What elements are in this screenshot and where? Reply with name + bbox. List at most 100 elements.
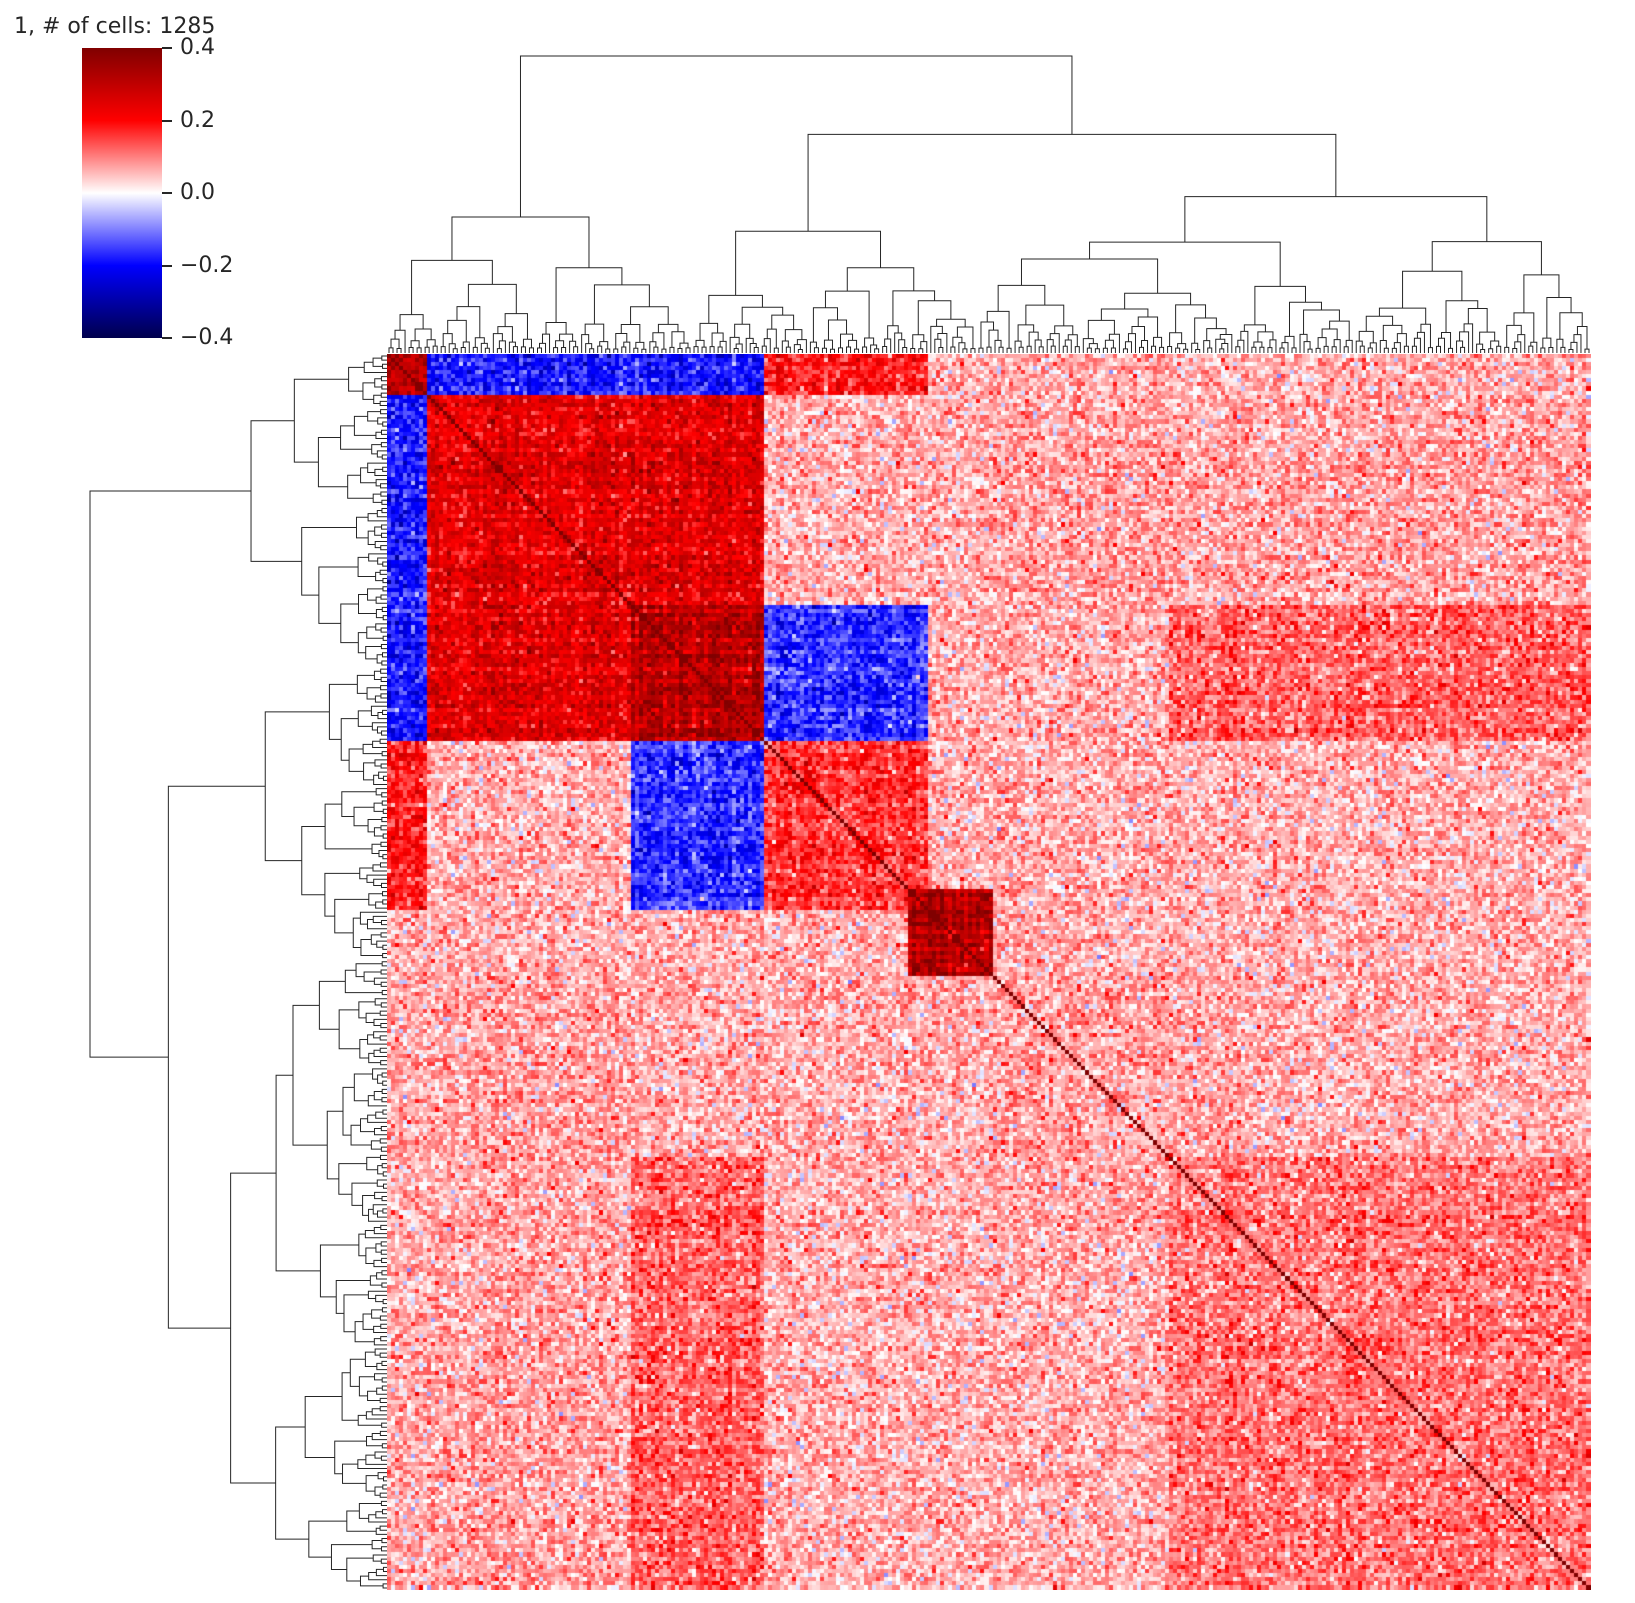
row-dendrogram-link — [365, 646, 382, 660]
row-dendrogram-link — [380, 763, 387, 769]
column-dendrogram-link — [1175, 347, 1181, 353]
row-dendrogram-link — [367, 1114, 387, 1123]
column-dendrogram-link — [970, 348, 976, 353]
row-dendrogram-link — [383, 1183, 387, 1189]
row-dendrogram-link — [379, 1138, 387, 1144]
row-dendrogram-link — [358, 1001, 376, 1019]
row-dendrogram-link — [359, 1038, 369, 1059]
row-dendrogram-link — [371, 722, 387, 731]
column-dendrogram-link — [408, 346, 414, 353]
column-dendrogram-link — [894, 332, 903, 353]
row-dendrogram-link — [380, 1500, 387, 1507]
row-dendrogram-link — [367, 588, 383, 601]
column-dendrogram-link — [1175, 304, 1207, 333]
row-dendrogram-link — [376, 1362, 387, 1371]
column-dendrogram-link — [1203, 340, 1211, 353]
row-dendrogram-link — [368, 1052, 381, 1064]
column-dendrogram-link — [936, 318, 966, 327]
column-dendrogram-link — [1206, 328, 1227, 341]
row-dendrogram-link — [380, 627, 387, 633]
row-dendrogram-link — [360, 1118, 375, 1133]
column-dendrogram-link — [1369, 342, 1377, 353]
row-dendrogram-link — [381, 1163, 387, 1169]
column-dendrogram-link — [1194, 317, 1217, 344]
row-dendrogram-link — [89, 490, 252, 1058]
column-dendrogram-link — [1038, 346, 1044, 353]
column-dendrogram-link — [699, 322, 719, 341]
row-dendrogram-link — [382, 1080, 387, 1086]
column-dendrogram-link — [827, 319, 848, 341]
row-dendrogram-link — [381, 817, 387, 823]
column-dendrogram-link — [426, 339, 436, 348]
column-dendrogram-link — [910, 348, 916, 353]
row-dendrogram-link — [382, 1208, 387, 1214]
column-dendrogram-link — [480, 342, 488, 353]
column-dendrogram-link — [1559, 312, 1583, 340]
column-dendrogram-link — [652, 332, 665, 350]
column-dendrogram-link — [581, 334, 590, 353]
row-dendrogram-link — [373, 394, 382, 404]
row-dendrogram-link — [353, 806, 375, 827]
column-dendrogram-link — [1321, 328, 1338, 340]
row-dendrogram-link — [338, 1009, 360, 1050]
column-dendrogram-link — [741, 306, 784, 325]
row-dendrogram-link — [374, 998, 387, 1006]
row-dendrogram-link — [381, 1443, 387, 1449]
column-dendrogram-link — [701, 346, 707, 353]
row-dendrogram-link — [380, 1241, 387, 1247]
column-dendrogram-link — [1240, 330, 1249, 353]
column-dendrogram-link — [1448, 347, 1454, 353]
column-dendrogram-link — [641, 348, 647, 353]
column-dendrogram-link — [1420, 323, 1431, 348]
column-dendrogram-link — [522, 338, 532, 348]
row-dendrogram-link — [380, 1126, 387, 1132]
column-dendrogram-link — [1345, 339, 1353, 353]
column-dendrogram-link — [1235, 346, 1241, 353]
row-dendrogram-link — [374, 1191, 387, 1200]
column-dendrogram-link — [1026, 345, 1032, 353]
row-dendrogram-link — [380, 643, 387, 650]
column-dendrogram-link — [1102, 347, 1108, 353]
column-dendrogram-link — [1191, 342, 1199, 353]
column-dendrogram-link — [812, 307, 838, 343]
column-dendrogram-link — [1064, 339, 1072, 353]
row-dendrogram-link — [380, 1002, 387, 1008]
row-dendrogram-link — [374, 759, 387, 767]
row-dendrogram-link — [367, 1290, 387, 1300]
column-dendrogram-link — [892, 290, 936, 326]
column-dendrogram-link — [771, 314, 795, 330]
column-dendrogram-link — [447, 319, 467, 342]
colorbar-tick-0 — [162, 47, 172, 49]
column-dendrogram-link — [1006, 347, 1012, 353]
row-dendrogram-link — [380, 1023, 387, 1029]
row-dendrogram-link — [335, 1279, 371, 1314]
column-dendrogram-link — [555, 340, 565, 348]
column-dendrogram-link — [399, 314, 424, 331]
row-dendrogram-link — [366, 874, 387, 883]
row-dendrogram-link — [341, 791, 377, 817]
row-dendrogram-link — [366, 687, 381, 700]
column-dendrogram-link — [1089, 241, 1281, 287]
row-dendrogram-link — [382, 635, 387, 641]
column-dendrogram-link — [934, 338, 942, 353]
row-dendrogram-link — [382, 899, 387, 905]
column-dendrogram-link — [1299, 333, 1308, 353]
column-dendrogram-link — [679, 342, 689, 349]
row-dendrogram-link — [377, 711, 387, 720]
column-dendrogram-link — [605, 348, 611, 353]
row-dendrogram-link — [374, 1373, 387, 1381]
column-dendrogram-link — [1542, 337, 1552, 348]
row-dendrogram-link — [347, 474, 374, 499]
column-dendrogram-link — [693, 346, 699, 353]
row-dendrogram-link — [368, 1571, 387, 1581]
column-dendrogram-link — [653, 346, 659, 353]
row-dendrogram-link — [381, 660, 387, 666]
column-dendrogram-link — [749, 342, 757, 353]
column-dendrogram-link — [1382, 324, 1403, 341]
column-dendrogram-link — [1391, 347, 1397, 353]
row-dendrogram-link — [381, 1360, 387, 1366]
row-dendrogram-link — [334, 898, 369, 934]
column-dendrogram-link — [898, 339, 906, 353]
column-dendrogram-link — [874, 348, 880, 353]
row-dendrogram-link — [330, 1544, 373, 1571]
